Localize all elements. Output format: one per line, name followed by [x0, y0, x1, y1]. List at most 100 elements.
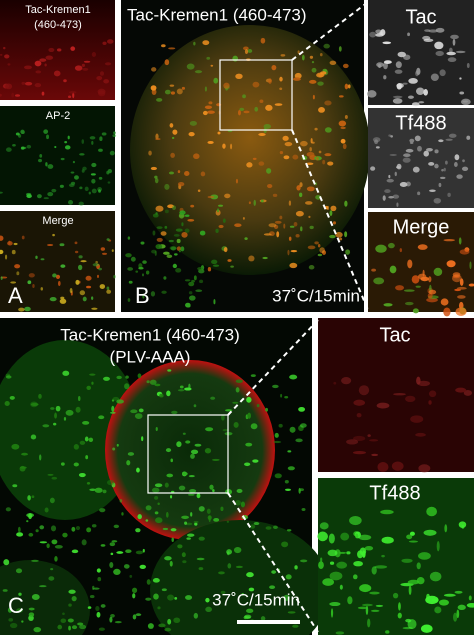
punctum: [104, 62, 112, 66]
punctum: [320, 557, 323, 562]
punctum: [171, 136, 175, 139]
punctum: [445, 160, 448, 165]
punctum: [322, 578, 334, 586]
punctum: [145, 597, 152, 601]
punctum: [258, 161, 265, 166]
punctum: [246, 396, 252, 403]
punctum: [178, 485, 186, 491]
punctum: [67, 135, 70, 140]
punctum: [106, 479, 115, 486]
punctum: [336, 561, 348, 569]
punctum: [106, 289, 112, 294]
punctum: [27, 280, 32, 285]
punctum: [67, 618, 74, 623]
punctum: [468, 283, 474, 287]
punctum: [98, 415, 105, 420]
punctum: [294, 565, 298, 570]
punctum: [98, 267, 102, 271]
punctum: [452, 38, 456, 46]
punctum: [318, 561, 324, 569]
punctum: [68, 95, 72, 99]
punctum: [392, 194, 400, 199]
punctum: [279, 87, 283, 91]
punctum: [459, 278, 464, 286]
punctum: [391, 461, 404, 471]
punctum: [146, 579, 151, 585]
punctum: [47, 473, 54, 476]
punctum: [417, 244, 428, 250]
punctum: [412, 308, 419, 314]
punctum: [267, 184, 273, 189]
punctum: [384, 189, 391, 194]
punctum: [169, 123, 174, 128]
punctum: [164, 225, 168, 229]
punctum: [248, 255, 255, 262]
punctum: [407, 95, 414, 99]
punctum: [380, 509, 394, 515]
punctum: [168, 239, 174, 243]
punctum: [347, 596, 353, 605]
punctum: [369, 591, 380, 595]
punctum: [250, 423, 258, 430]
punctum: [230, 143, 233, 150]
punctum: [263, 233, 272, 236]
punctum: [241, 593, 245, 596]
punctum: [57, 624, 63, 630]
punctum: [193, 275, 197, 281]
panel-letter: C: [8, 593, 24, 618]
punctum: [411, 102, 420, 107]
punctum: [175, 228, 183, 232]
punctum: [7, 63, 11, 66]
punctum: [190, 204, 195, 208]
punctum: [137, 373, 142, 379]
punctum: [194, 443, 202, 447]
punctum: [77, 622, 84, 626]
punctum: [382, 195, 386, 201]
punctum: [308, 215, 311, 219]
punctum: [78, 201, 84, 206]
punctum: [34, 60, 42, 67]
punctum: [99, 284, 106, 290]
punctum: [217, 131, 221, 135]
punctum: [279, 215, 283, 220]
punctum: [235, 379, 243, 384]
punctum: [142, 260, 147, 264]
punctum: [185, 522, 193, 526]
punctum: [48, 576, 55, 581]
punctum: [154, 483, 163, 488]
punctum: [40, 258, 45, 261]
punctum: [162, 527, 169, 531]
punctum: [145, 505, 152, 511]
punctum: [28, 607, 35, 611]
punctum: [418, 464, 431, 473]
punctum: [177, 389, 185, 392]
punctum: [207, 140, 214, 144]
punctum: [312, 94, 315, 100]
punctum: [269, 585, 276, 590]
punctum: [82, 420, 90, 425]
punctum: [342, 143, 347, 150]
punctum: [100, 544, 106, 547]
punctum: [95, 606, 100, 612]
punctum: [378, 63, 382, 68]
punctum: [357, 606, 369, 610]
punctum: [227, 259, 232, 262]
punctum: [132, 593, 136, 599]
punctum: [436, 541, 440, 552]
punctum: [335, 231, 343, 238]
label: Tf488: [395, 112, 446, 134]
punctum: [172, 263, 177, 269]
punctum: [96, 274, 100, 279]
punctum: [113, 131, 116, 135]
punctum: [34, 82, 42, 88]
punctum: [409, 138, 415, 143]
punctum: [353, 574, 358, 580]
punctum: [463, 389, 473, 396]
punctum: [96, 568, 101, 573]
punctum: [146, 380, 150, 384]
punctum: [293, 77, 301, 81]
punctum: [165, 448, 172, 453]
punctum: [252, 81, 260, 88]
punctum: [89, 488, 96, 491]
punctum: [131, 587, 138, 594]
